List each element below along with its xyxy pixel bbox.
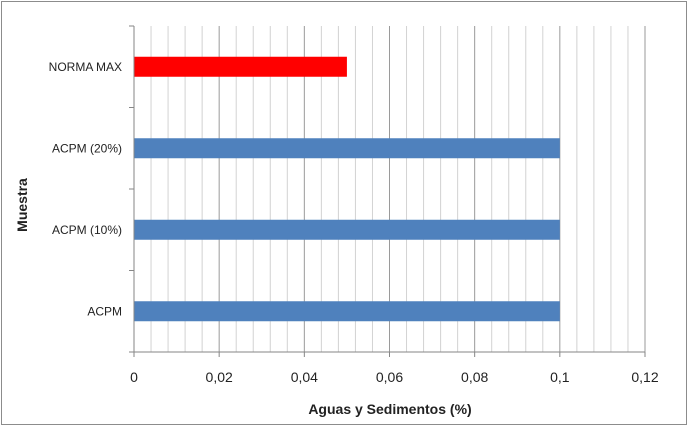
x-tick-label: 0 xyxy=(130,369,138,385)
bar-acpm xyxy=(134,301,560,322)
category-label: ACPM (20%) xyxy=(52,141,122,155)
x-tick-label: 0,06 xyxy=(376,369,403,385)
gridlines xyxy=(150,26,646,352)
x-tick-label: 0,1 xyxy=(550,369,570,385)
labels: ACPM ACPM (10%) ACPM (20%) NORMA MAX 0 0,02 0,… xyxy=(49,60,659,385)
bar-acpm-10 xyxy=(134,219,560,240)
x-tick-label: 0,04 xyxy=(291,369,318,385)
category-label: ACPM xyxy=(87,304,122,318)
y-axis-title: Muestra xyxy=(14,178,30,232)
category-label: NORMA MAX xyxy=(49,60,122,74)
bar-norma-max xyxy=(134,56,347,77)
bars xyxy=(134,56,560,322)
x-tick-label: 0,02 xyxy=(206,369,233,385)
x-tick-label: 0,08 xyxy=(461,369,488,385)
bar-acpm-20 xyxy=(134,138,560,159)
category-label: ACPM (10%) xyxy=(52,223,122,237)
x-tick-label: 0,12 xyxy=(631,369,658,385)
x-axis-title: Aguas y Sedimentos (%) xyxy=(308,401,471,417)
axes xyxy=(129,25,646,357)
